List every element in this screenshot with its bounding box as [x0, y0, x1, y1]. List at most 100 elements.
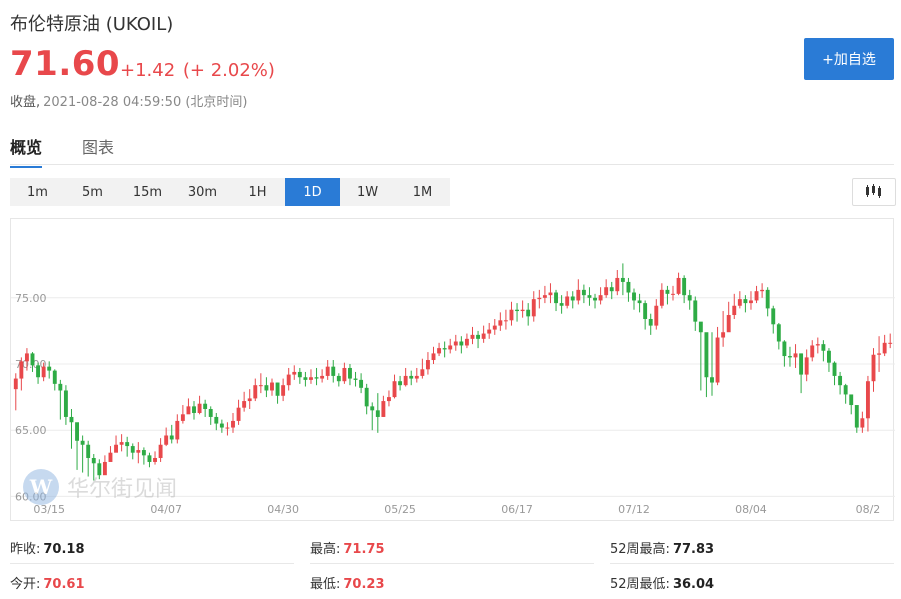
candle-body: [698, 321, 703, 333]
candle-body: [437, 348, 442, 354]
candle-body: [80, 440, 85, 445]
quote-time: 2021-08-28 04:59:50 (北京时间): [43, 95, 248, 110]
candle-body: [526, 309, 531, 317]
period-1w[interactable]: 1W: [356, 184, 379, 200]
tab-chart[interactable]: 图表: [82, 138, 115, 157]
chart-type-button[interactable]: [852, 178, 896, 206]
candle-body: [487, 329, 492, 334]
candle-body: [565, 296, 570, 306]
candle-body: [236, 407, 241, 421]
candle-body: [871, 354, 876, 382]
candle-body: [75, 422, 79, 441]
candle-body: [381, 401, 386, 417]
candle-body: [69, 416, 74, 423]
candle-body: [41, 366, 46, 378]
candle-body: [91, 457, 96, 464]
candle-body: [336, 375, 341, 382]
candle-body: [169, 435, 174, 440]
candle-body: [448, 345, 453, 350]
candle-body: [392, 381, 397, 398]
price-change: +1.42 (+ 2.02%): [120, 60, 277, 81]
candlestick-chart: 75.0070.0065.0060.0003/1504/0704/3005/25…: [11, 263, 895, 516]
add-watchlist-button[interactable]: +加自选: [804, 38, 894, 80]
stat-low: 最低: 70.23: [310, 573, 385, 592]
candle-body: [208, 409, 213, 417]
x-tick-label: 08/2: [856, 503, 881, 516]
divider: [310, 563, 594, 564]
tab-overview[interactable]: 概览: [10, 134, 43, 168]
candle-body: [503, 320, 508, 322]
period-1mo[interactable]: 1M: [412, 184, 433, 200]
candle-body: [119, 442, 124, 445]
candle-body: [704, 332, 709, 378]
candle-body: [476, 334, 481, 339]
candlestick-icon: [865, 183, 883, 202]
candle-body: [682, 277, 687, 296]
candle-body: [710, 377, 714, 383]
candle-body: [58, 383, 63, 391]
candle-body: [765, 289, 770, 309]
candle-body: [375, 410, 380, 417]
period-5m[interactable]: 5m: [82, 184, 103, 200]
candle-body: [186, 406, 191, 415]
candle-body: [442, 348, 447, 350]
candle-body: [86, 444, 91, 458]
candle-body: [693, 300, 698, 322]
candle-body: [270, 382, 274, 391]
candle-body: [136, 450, 141, 453]
candle-body: [130, 446, 135, 453]
candle-body: [297, 371, 302, 378]
candle-body: [492, 325, 497, 330]
period-30m[interactable]: 30m: [187, 184, 218, 200]
stat-52w-high: 52周最高: 77.83: [610, 538, 714, 557]
divider: [610, 563, 894, 564]
candle-body: [581, 289, 586, 296]
svg-text:华尔街见闻: 华尔街见闻: [67, 477, 177, 502]
candle-body: [481, 333, 486, 339]
candle-body: [570, 296, 575, 301]
candle-body: [370, 406, 375, 411]
candle-body: [30, 353, 35, 366]
candle-body: [231, 420, 235, 428]
candle-body: [420, 369, 425, 376]
candle-body: [654, 305, 659, 326]
candle-body: [515, 309, 519, 312]
x-tick-label: 06/17: [501, 503, 533, 516]
candle-body: [648, 318, 653, 326]
period-selector: 1m 5m 15m 30m 1H 1D 1W 1M: [10, 178, 450, 206]
candle-body: [882, 342, 887, 354]
period-1h[interactable]: 1H: [248, 184, 267, 200]
period-1d[interactable]: 1D: [285, 178, 340, 206]
candle-body: [242, 401, 247, 408]
candle-body: [314, 377, 319, 379]
candle-body: [665, 289, 670, 294]
period-1m[interactable]: 1m: [27, 184, 48, 200]
candle-body: [598, 295, 603, 301]
change-value: +1.42: [120, 60, 176, 81]
stat-label: 最低:: [310, 577, 341, 592]
y-tick-label: 75.00: [15, 292, 47, 305]
candle-body: [632, 292, 636, 301]
price-chart[interactable]: 75.0070.0065.0060.0003/1504/0704/3005/25…: [10, 218, 895, 521]
candle-body: [409, 375, 414, 379]
candle-body: [620, 277, 625, 282]
candle-body: [643, 303, 648, 319]
stat-label: 昨收:: [10, 542, 41, 557]
stat-value: 77.83: [672, 542, 715, 557]
candle-body: [425, 360, 430, 370]
candle-body: [303, 377, 308, 380]
candle-body: [320, 375, 325, 379]
candle-body: [264, 385, 269, 391]
candle-body: [348, 367, 352, 379]
candle-body: [877, 353, 882, 355]
period-15m[interactable]: 15m: [132, 184, 163, 200]
candle-body: [214, 416, 219, 424]
candle-body: [554, 292, 558, 304]
candle-body: [108, 452, 113, 462]
y-tick-label: 65.00: [15, 424, 47, 437]
candle-body: [760, 289, 765, 292]
candle-body: [788, 356, 792, 358]
stat-label: 最高:: [310, 542, 341, 557]
stat-value: 71.75: [343, 542, 385, 557]
candle-body: [364, 387, 369, 407]
